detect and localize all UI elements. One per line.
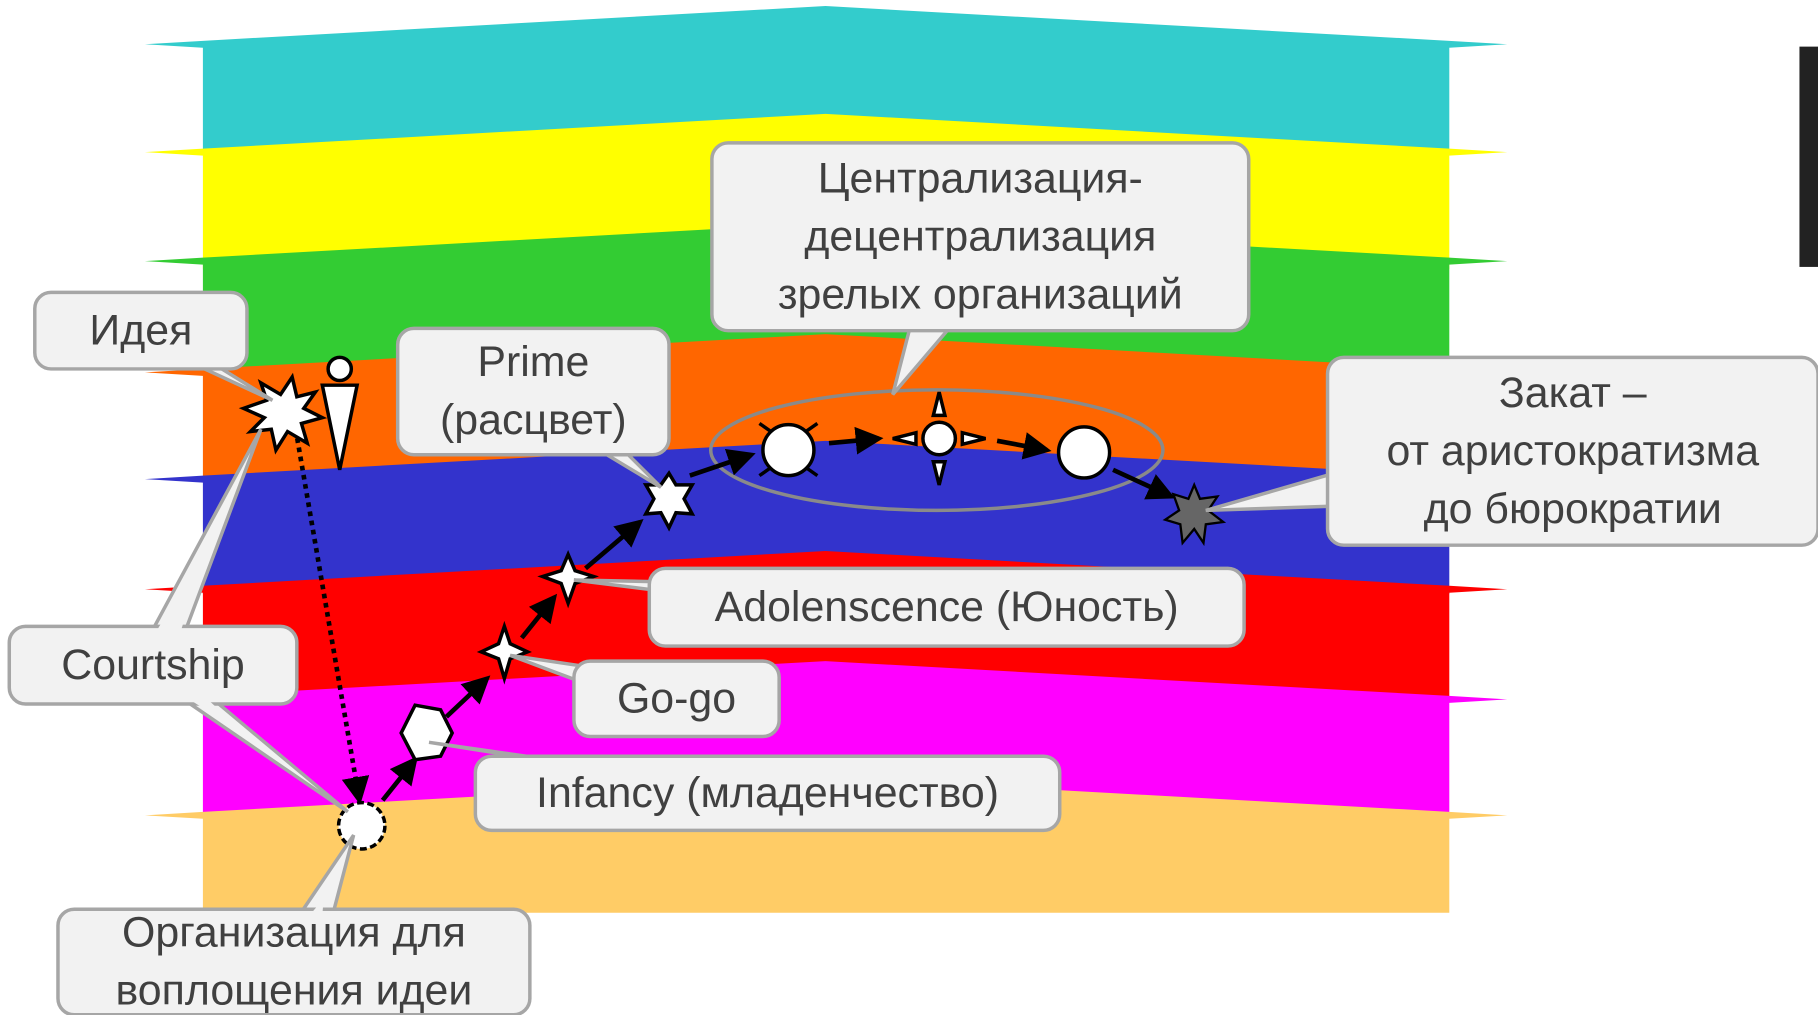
edge-photo — [1799, 47, 1818, 267]
callout-text: Infancy (младенчество) — [536, 769, 999, 817]
callout-text: Закат – — [1499, 369, 1647, 417]
callout-text: Go-go — [617, 674, 736, 722]
callout-text: воплощения идеи — [115, 967, 472, 1015]
callout-text: Идея — [89, 306, 192, 354]
callout-text: зрелых организаций — [778, 270, 1183, 318]
callout-text: Организация для — [122, 909, 466, 957]
callout-text: Adolenscence (Юность) — [715, 583, 1179, 631]
callout-text: Courtship — [61, 641, 245, 689]
callout-text: Централизация- — [818, 154, 1143, 202]
callout-text: Prime — [477, 338, 589, 386]
callout-text: (расцвет) — [440, 396, 627, 444]
callout-text: от аристократизма — [1386, 427, 1759, 475]
callout-text: децентрализация — [804, 212, 1156, 260]
diagram: Идея Prime (расцвет) Централизация-децентра… — [0, 0, 1818, 1015]
callout-text: до бюрократии — [1424, 485, 1722, 533]
